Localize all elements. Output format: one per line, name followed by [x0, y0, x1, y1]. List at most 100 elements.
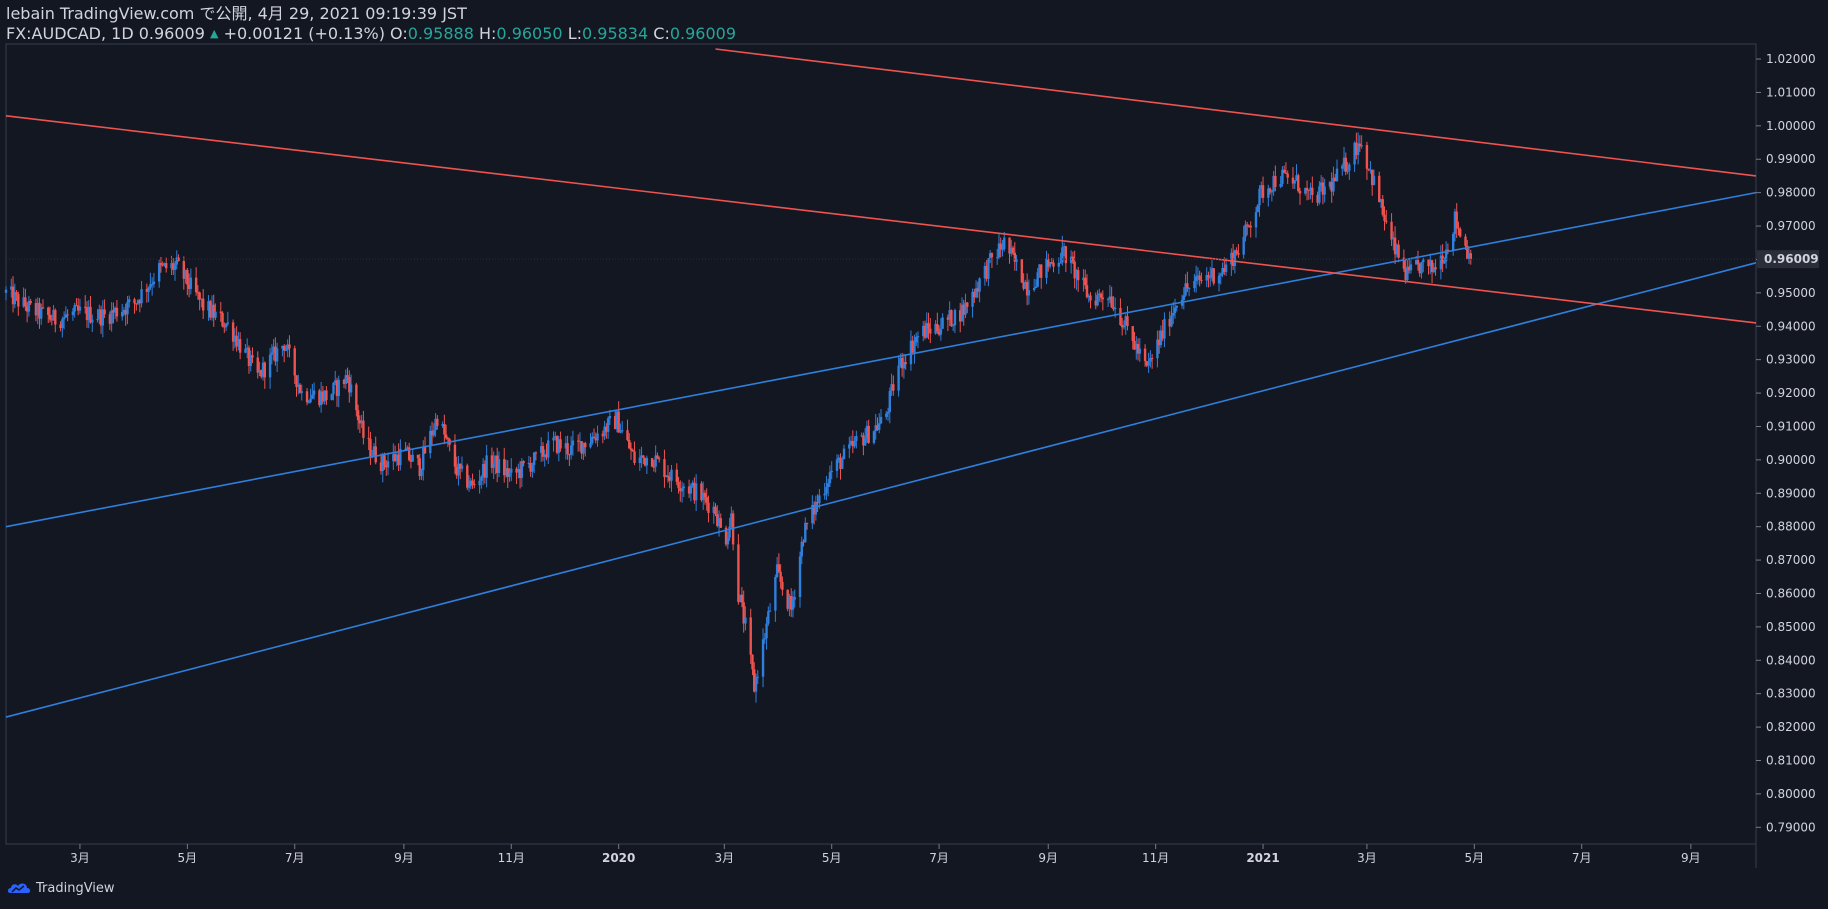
candle [124, 303, 127, 326]
red-trendline-3[interactable] [5, 115, 1757, 324]
candle [485, 444, 488, 488]
red-trendline-4[interactable] [715, 48, 1757, 177]
candle [25, 302, 29, 323]
candle [1008, 237, 1011, 264]
time-axis[interactable]: 3月 5月 7月 9月 11月 2020 3月 5月 7月 9月 11月 2021 3月 5月 7月 9月 [70, 844, 1701, 865]
candle [1267, 184, 1270, 207]
candle [312, 382, 316, 400]
price-axis[interactable]: 0.79000 0.80000 0.81000 0.82000 0.83000 0.840… [1756, 52, 1816, 834]
candle [791, 591, 795, 618]
chart-header: lebain TradingView.com で公開, 4月 29, 2021 … [6, 4, 736, 44]
candle [1076, 266, 1080, 292]
price-tick-label: 0.94000 [1766, 319, 1816, 333]
candle [923, 320, 927, 340]
trendlines[interactable] [5, 48, 1757, 718]
candle [1135, 336, 1138, 360]
candle [1286, 170, 1289, 185]
candle [879, 408, 883, 425]
candle [689, 483, 693, 502]
candle [506, 460, 509, 489]
candle [75, 298, 78, 307]
candle [268, 347, 272, 389]
candle [15, 290, 18, 301]
candle [467, 475, 471, 492]
tradingview-logo[interactable]: TradingView [6, 880, 115, 896]
candle [1032, 278, 1036, 292]
candle [311, 384, 314, 400]
candle [1084, 269, 1087, 290]
candle [629, 442, 633, 460]
candle [576, 434, 580, 452]
candle [1194, 265, 1198, 293]
candle [1034, 279, 1038, 289]
candle [765, 616, 768, 650]
candle [680, 481, 684, 503]
price-tick-label: 1.00000 [1766, 119, 1816, 133]
candle [1258, 185, 1261, 217]
candle [434, 413, 437, 437]
candle [872, 430, 876, 445]
candle [929, 318, 932, 344]
candle [777, 553, 781, 573]
blue-trendline-2[interactable] [5, 262, 1757, 718]
blue-trendline-1[interactable] [5, 191, 1757, 528]
candle [547, 431, 550, 464]
candle [812, 501, 816, 525]
candle [64, 306, 68, 318]
candle [348, 370, 351, 403]
candle [666, 465, 670, 483]
candle [1293, 180, 1296, 189]
candle [38, 297, 41, 329]
open-value: 0.95888 [407, 24, 474, 43]
candle [497, 451, 501, 478]
candle [1260, 181, 1263, 199]
candle [89, 295, 92, 324]
candle [608, 409, 612, 425]
candle [705, 488, 708, 511]
candle [238, 332, 242, 360]
candle [223, 322, 226, 333]
candle [334, 370, 337, 386]
candle [1451, 232, 1455, 256]
candle [1106, 297, 1110, 308]
candle [726, 531, 730, 550]
candle [663, 449, 666, 488]
candle [261, 356, 265, 381]
candle [1427, 259, 1430, 275]
candle [98, 304, 101, 325]
candle [138, 298, 142, 313]
candle [886, 407, 890, 421]
candle [379, 453, 383, 475]
candle [1356, 132, 1360, 165]
candle [841, 456, 844, 470]
candle [1207, 271, 1210, 288]
candle [1355, 132, 1358, 160]
price-tick-label: 0.86000 [1766, 586, 1816, 600]
candle [436, 415, 439, 430]
candle [876, 417, 879, 431]
candle [601, 430, 605, 444]
plot-border [5, 43, 1757, 845]
candle [763, 632, 767, 644]
candle [10, 278, 13, 298]
candle [1045, 250, 1048, 285]
candle [1205, 267, 1208, 288]
candle [953, 308, 957, 333]
candle [559, 431, 562, 452]
candle [1099, 292, 1103, 303]
candle [670, 464, 673, 492]
candle [150, 277, 154, 296]
candle [716, 505, 719, 528]
candle [110, 302, 113, 332]
candle [591, 432, 594, 445]
high-value: 0.96050 [496, 24, 563, 43]
candle [152, 273, 156, 288]
candle [1247, 224, 1251, 228]
candle [1015, 254, 1018, 271]
candle [1365, 141, 1369, 180]
candle [281, 345, 284, 357]
candle [372, 443, 376, 457]
candle [578, 432, 582, 452]
candle [645, 455, 649, 474]
